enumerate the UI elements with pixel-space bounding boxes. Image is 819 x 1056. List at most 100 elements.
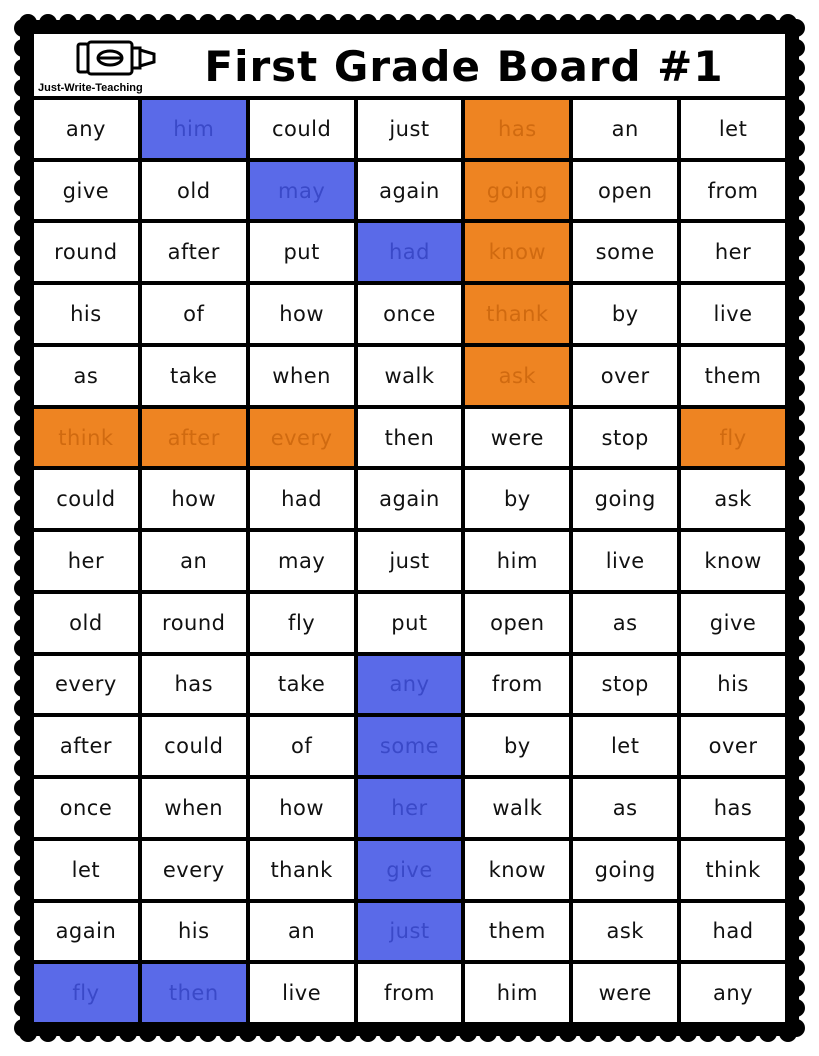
word-cell[interactable]: may bbox=[249, 161, 354, 220]
word-cell[interactable]: of bbox=[141, 285, 246, 343]
word-cell[interactable]: every bbox=[34, 655, 138, 714]
word-cell[interactable]: ask bbox=[681, 470, 785, 529]
word-cell[interactable]: again bbox=[357, 161, 462, 220]
word-cell[interactable]: every bbox=[249, 408, 354, 467]
word-cell[interactable]: just bbox=[357, 532, 462, 590]
word-cell[interactable]: some bbox=[573, 223, 678, 282]
word-cell[interactable]: let bbox=[573, 717, 678, 776]
word-cell[interactable]: ask bbox=[465, 346, 570, 405]
word-cell[interactable]: stop bbox=[573, 408, 678, 467]
word-cell[interactable]: any bbox=[34, 100, 138, 158]
word-cell[interactable]: know bbox=[465, 840, 570, 899]
word-cell[interactable]: open bbox=[465, 593, 570, 652]
word-cell[interactable]: has bbox=[681, 779, 785, 837]
word-cell[interactable]: after bbox=[141, 408, 246, 467]
word-cell[interactable]: how bbox=[249, 779, 354, 837]
word-cell[interactable]: has bbox=[141, 655, 246, 714]
word-cell[interactable]: know bbox=[465, 223, 570, 282]
word-cell[interactable]: how bbox=[249, 285, 354, 343]
word-cell[interactable]: could bbox=[249, 100, 354, 158]
word-cell[interactable]: let bbox=[681, 100, 785, 158]
word-cell[interactable]: every bbox=[141, 840, 246, 899]
word-cell[interactable]: fly bbox=[681, 408, 785, 467]
word-cell[interactable]: old bbox=[141, 161, 246, 220]
word-cell[interactable]: again bbox=[34, 902, 138, 961]
word-cell[interactable]: fly bbox=[34, 964, 138, 1022]
word-cell[interactable]: had bbox=[681, 902, 785, 961]
word-cell[interactable]: him bbox=[465, 964, 570, 1022]
word-cell[interactable]: his bbox=[34, 285, 138, 343]
word-cell[interactable]: by bbox=[465, 717, 570, 776]
word-cell[interactable]: as bbox=[573, 593, 678, 652]
word-cell[interactable]: his bbox=[681, 655, 785, 714]
word-cell[interactable]: some bbox=[357, 717, 462, 776]
word-cell[interactable]: were bbox=[573, 964, 678, 1022]
word-cell[interactable]: old bbox=[34, 593, 138, 652]
word-cell[interactable]: take bbox=[141, 346, 246, 405]
word-cell[interactable]: ask bbox=[573, 902, 678, 961]
word-cell[interactable]: her bbox=[681, 223, 785, 282]
word-cell[interactable]: think bbox=[681, 840, 785, 899]
word-cell[interactable]: just bbox=[357, 902, 462, 961]
word-cell[interactable]: an bbox=[249, 902, 354, 961]
word-cell[interactable]: then bbox=[141, 964, 246, 1022]
word-cell[interactable]: going bbox=[573, 470, 678, 529]
word-cell[interactable]: from bbox=[357, 964, 462, 1022]
word-cell[interactable]: has bbox=[465, 100, 570, 158]
word-cell[interactable]: over bbox=[681, 717, 785, 776]
word-cell[interactable]: let bbox=[34, 840, 138, 899]
word-cell[interactable]: him bbox=[465, 532, 570, 590]
word-cell[interactable]: may bbox=[249, 532, 354, 590]
word-cell[interactable]: take bbox=[249, 655, 354, 714]
word-cell[interactable]: after bbox=[141, 223, 246, 282]
word-cell[interactable]: as bbox=[34, 346, 138, 405]
word-cell[interactable]: them bbox=[465, 902, 570, 961]
word-cell[interactable]: round bbox=[34, 223, 138, 282]
word-cell[interactable]: again bbox=[357, 470, 462, 529]
word-cell[interactable]: give bbox=[681, 593, 785, 652]
word-cell[interactable]: live bbox=[681, 285, 785, 343]
word-cell[interactable]: open bbox=[573, 161, 678, 220]
word-cell[interactable]: an bbox=[573, 100, 678, 158]
word-cell[interactable]: her bbox=[34, 532, 138, 590]
word-cell[interactable]: as bbox=[573, 779, 678, 837]
word-cell[interactable]: put bbox=[249, 223, 354, 282]
word-cell[interactable]: live bbox=[573, 532, 678, 590]
word-cell[interactable]: give bbox=[34, 161, 138, 220]
word-cell[interactable]: once bbox=[357, 285, 462, 343]
word-cell[interactable]: know bbox=[681, 532, 785, 590]
word-cell[interactable]: by bbox=[465, 470, 570, 529]
word-cell[interactable]: were bbox=[465, 408, 570, 467]
word-cell[interactable]: any bbox=[681, 964, 785, 1022]
word-cell[interactable]: walk bbox=[357, 346, 462, 405]
word-cell[interactable]: of bbox=[249, 717, 354, 776]
word-cell[interactable]: when bbox=[249, 346, 354, 405]
word-cell[interactable]: could bbox=[34, 470, 138, 529]
word-cell[interactable]: her bbox=[357, 779, 462, 837]
word-cell[interactable]: had bbox=[249, 470, 354, 529]
word-cell[interactable]: any bbox=[357, 655, 462, 714]
word-cell[interactable]: round bbox=[141, 593, 246, 652]
word-cell[interactable]: thank bbox=[249, 840, 354, 899]
word-cell[interactable]: thank bbox=[465, 285, 570, 343]
word-cell[interactable]: think bbox=[34, 408, 138, 467]
word-cell[interactable]: him bbox=[141, 100, 246, 158]
word-cell[interactable]: how bbox=[141, 470, 246, 529]
word-cell[interactable]: from bbox=[681, 161, 785, 220]
word-cell[interactable]: over bbox=[573, 346, 678, 405]
word-cell[interactable]: fly bbox=[249, 593, 354, 652]
word-cell[interactable]: from bbox=[465, 655, 570, 714]
word-cell[interactable]: stop bbox=[573, 655, 678, 714]
word-cell[interactable]: had bbox=[357, 223, 462, 282]
word-cell[interactable]: could bbox=[141, 717, 246, 776]
word-cell[interactable]: put bbox=[357, 593, 462, 652]
word-cell[interactable]: after bbox=[34, 717, 138, 776]
word-cell[interactable]: once bbox=[34, 779, 138, 837]
word-cell[interactable]: going bbox=[573, 840, 678, 899]
word-cell[interactable]: his bbox=[141, 902, 246, 961]
word-cell[interactable]: walk bbox=[465, 779, 570, 837]
word-cell[interactable]: just bbox=[357, 100, 462, 158]
word-cell[interactable]: give bbox=[357, 840, 462, 899]
word-cell[interactable]: live bbox=[249, 964, 354, 1022]
word-cell[interactable]: when bbox=[141, 779, 246, 837]
